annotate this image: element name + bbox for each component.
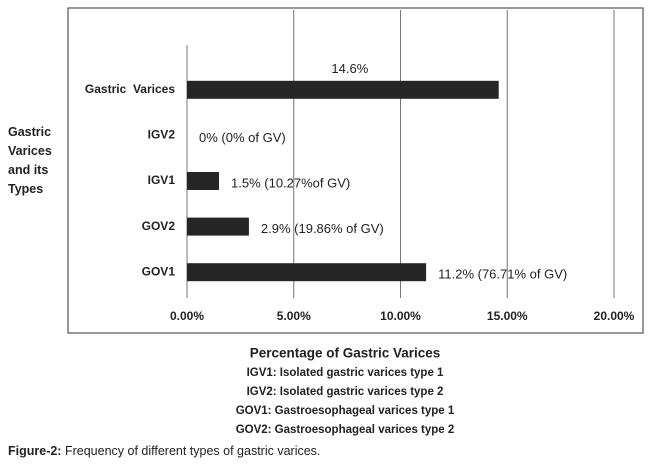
y-tick-label: IGV2 xyxy=(148,128,176,142)
caption: Figure-2: Frequency of different types o… xyxy=(8,444,320,458)
caption-text: Frequency of different types of gastric … xyxy=(61,444,321,458)
y-axis-label: Gastric Varices and its Types xyxy=(8,125,52,196)
value-label: 1.5% (10.27%of GV) xyxy=(231,175,350,190)
value-label: 11.2% (76.71% of GV) xyxy=(438,267,567,282)
note: IGV1: Isolated gastric varices type 1 xyxy=(247,367,444,379)
x-axis-label: Percentage of Gastric Varices xyxy=(250,346,441,361)
x-tick-label: 10.00% xyxy=(380,309,421,323)
chart-frame xyxy=(67,7,644,334)
x-tick-label: 0.00% xyxy=(170,309,204,323)
y-tick-label: GOV2 xyxy=(142,219,176,233)
y-tick-label: GOV1 xyxy=(142,264,176,278)
bar xyxy=(187,172,220,190)
bar xyxy=(187,217,249,236)
note: GOV1: Gastroesophageal varices type 1 xyxy=(236,405,455,417)
x-tick-label: 15.00% xyxy=(487,309,528,323)
value-label: 14.6% xyxy=(331,61,368,76)
note: IGV2: Isolated gastric varices type 2 xyxy=(247,386,444,398)
x-tick-label: 5.00% xyxy=(277,309,311,323)
caption-label: Figure-2: xyxy=(8,444,62,458)
y-tick-label: Gastric Varices xyxy=(85,82,175,96)
value-label: 0% (0% of GV) xyxy=(199,130,286,145)
bar xyxy=(187,80,499,99)
value-label: 2.9% (19.86% of GV) xyxy=(261,221,384,236)
bar xyxy=(187,263,427,282)
x-tick-label: 20.00% xyxy=(594,309,635,323)
y-tick-label: IGV1 xyxy=(148,173,176,187)
note: GOV2: Gastroesophageal varices type 2 xyxy=(236,424,455,436)
